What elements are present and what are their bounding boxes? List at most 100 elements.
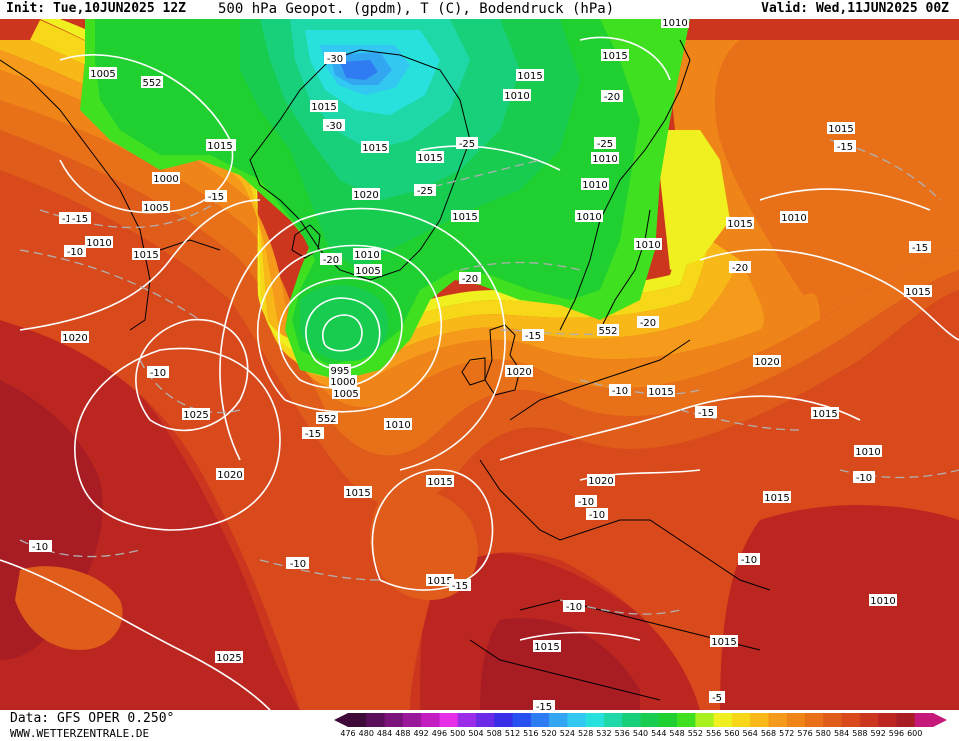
colorbar-swatch: [421, 713, 440, 727]
pressure-label-text: 1015: [602, 51, 627, 62]
temperature-label-text: -15: [305, 429, 321, 440]
temperature-label-box: [449, 579, 471, 591]
colorbar-swatch: [530, 713, 550, 727]
pressure-label-box: [780, 211, 808, 223]
pressure-label-box: [575, 210, 603, 222]
temperature-label: -20: [320, 253, 342, 266]
temperature-label-text: -15: [525, 331, 541, 342]
colorbar-tick-label: 512: [504, 729, 521, 738]
pressure-label-box: [753, 355, 781, 367]
pressure-label-text: 1020: [62, 333, 87, 344]
pressure-label: 1005: [354, 264, 382, 277]
colorbar-swatch: [475, 713, 495, 727]
temperature-label-box: [69, 212, 91, 224]
colorbar-tick-label: 548: [669, 729, 685, 738]
website-label: WWW.WETTERZENTRALE.DE: [10, 727, 150, 740]
pressure-label-box: [354, 264, 382, 276]
temperature-label-text: -25: [597, 139, 613, 150]
temperature-label-text: -25: [459, 139, 475, 150]
pressure-label: 1010: [591, 152, 619, 165]
pressure-label-box: [587, 474, 615, 486]
pressure-label: 1010: [575, 210, 603, 223]
temperature-label-text: -15: [536, 702, 552, 710]
pressure-label-box: [505, 365, 533, 377]
colorbar-tick-label: 504: [468, 729, 484, 738]
temperature-label-layer: -15 -10 -15 -10 -15 -10 -10 -15 -30 -25 -20 -30 -25 -…: [29, 52, 931, 710]
temperature-label: -10: [563, 600, 585, 613]
colorbar-tick-label: 588: [852, 729, 868, 738]
colorbar-tick-label: 560: [724, 729, 740, 738]
colorbar-min-arrow: [334, 713, 348, 727]
temperature-label-text: -15: [452, 581, 468, 592]
pressure-label: 1010: [353, 248, 381, 261]
pressure-label: 1025: [182, 408, 210, 421]
pressure-label-box: [182, 408, 210, 420]
temperature-label-text: -20: [462, 274, 478, 285]
colorbar-swatch: [841, 713, 861, 727]
pressure-label-box: [353, 248, 381, 260]
pressure-label: 1000: [152, 172, 180, 185]
pressure-label-text: 1005: [355, 266, 380, 277]
temperature-label: -15: [205, 190, 227, 203]
temperature-label-text: -5: [712, 693, 722, 704]
pressure-label-box: [533, 640, 561, 652]
geopotential-area-580: [0, 130, 959, 508]
colorbar-tick-label: 552: [687, 729, 703, 738]
isobar-1005-north: [579, 36, 671, 81]
pressure-label-text: 1015: [452, 212, 477, 223]
temperature-label-box: [695, 406, 717, 418]
pressure-label-box: [726, 217, 754, 229]
temperature-label-text: -10: [589, 510, 605, 521]
isotherm-minus10-b: [579, 379, 701, 395]
colorbar-tick-label: 532: [596, 729, 612, 738]
pressure-label: 1010: [780, 211, 808, 224]
colorbar-swatch: [439, 713, 459, 727]
isotherm-minus10: [19, 249, 201, 321]
temperature-label-box: [594, 137, 616, 149]
temperature-label-box: [586, 508, 608, 520]
pressure-label: 1015: [451, 210, 479, 223]
isobar-1025: [135, 318, 249, 432]
pressure-label-text: 552: [598, 326, 617, 337]
temperature-label-text: -15: [837, 142, 853, 153]
temperature-label: -15: [302, 427, 324, 440]
pressure-label-box: [634, 238, 662, 250]
pressure-label-text: 1020: [588, 476, 613, 487]
isobar-1005: [277, 277, 403, 389]
temperature-label-text: -10: [150, 368, 166, 379]
isobar-1025-sw: [0, 559, 271, 710]
colorbar-labels: 476 480 484 488 492 496 500 504 508 512 516 520 524 5…: [334, 729, 959, 741]
colorbar-swatch: [823, 713, 843, 727]
temperature-label-box: [709, 691, 725, 703]
colorbar-tick-label: 540: [632, 729, 649, 738]
temperature-label-box: [456, 137, 478, 149]
pressure-label-box: [426, 574, 454, 586]
colorbar-tick-label: 508: [486, 729, 502, 738]
pressure-label-box: [61, 331, 89, 343]
pressure-label: 1010: [869, 594, 897, 607]
pressure-label-box: [904, 285, 932, 297]
pressure-label-box: [141, 76, 163, 88]
pressure-label-box: [591, 152, 619, 164]
isobar-1015: [219, 207, 506, 471]
pressure-label: 1015: [533, 640, 561, 653]
colorbar-tick-label: 516: [523, 729, 539, 738]
colorbar-swatch: [658, 713, 678, 727]
colorbar-tick-label: 528: [578, 729, 594, 738]
pressure-label-text: 1015: [311, 102, 336, 113]
pressure-label-box: [316, 412, 338, 424]
colorbar-tick-label: 544: [651, 729, 667, 738]
pressure-label-text: 1020: [506, 367, 531, 378]
pressure-label-text: 1015: [727, 219, 752, 230]
pressure-label: 1005: [89, 67, 117, 80]
pressure-label-text: 1015: [362, 143, 387, 154]
pressure-label-text: 1025: [183, 410, 208, 421]
temperature-label-box: [459, 272, 481, 284]
temperature-label-box: [909, 241, 931, 253]
isotherm-minus15-c: [679, 409, 801, 431]
colorbar-tick-label: 520: [541, 729, 557, 738]
colorbar-swatch: [402, 713, 422, 727]
init-time-label: Init: Tue,10JUN2025 12Z: [6, 1, 187, 16]
pressure-label-text: 552: [317, 414, 336, 425]
pressure-label-text: 1015: [534, 642, 559, 653]
